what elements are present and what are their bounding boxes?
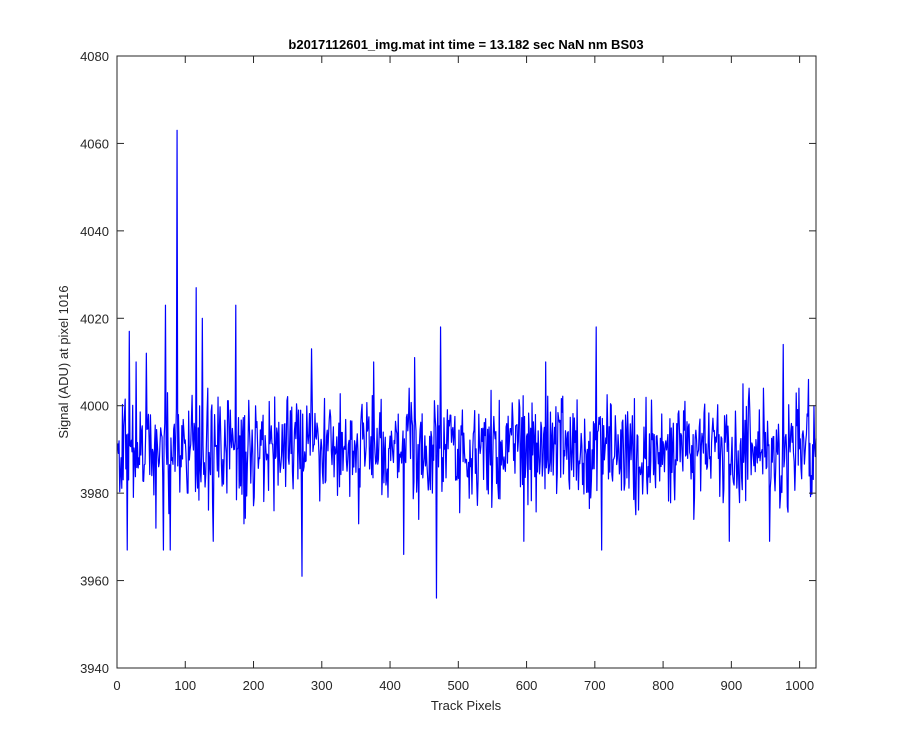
x-tick-label: 400 (379, 678, 401, 693)
axes-frame (116, 55, 817, 669)
y-tick-label: 4060 (80, 136, 109, 151)
y-tick-label: 3980 (80, 486, 109, 501)
y-tick-label: 4040 (80, 224, 109, 239)
x-tick-label: 800 (652, 678, 674, 693)
y-tick-label: 3940 (80, 661, 109, 676)
chart-title: b2017112601_img.mat int time = 13.182 se… (288, 37, 643, 52)
plot-area (117, 56, 816, 668)
y-tick-label: 4080 (80, 49, 109, 64)
y-tick-label: 4000 (80, 399, 109, 414)
axes-layer: 0 100 200 300 400 500 600 700 800 900 1000 3940 3960… (80, 49, 817, 693)
x-tick-label: 200 (243, 678, 265, 693)
y-tick-label: 3960 (80, 574, 109, 589)
x-tick-label: 600 (516, 678, 538, 693)
x-tick-label: 700 (584, 678, 606, 693)
x-tick-label: 300 (311, 678, 333, 693)
data-layer (117, 129, 817, 599)
x-tick-label: 1000 (785, 678, 814, 693)
x-tick-label: 100 (174, 678, 196, 693)
x-tick-label: 0 (113, 678, 120, 693)
y-tick-label: 4020 (80, 311, 109, 326)
series-line (117, 129, 817, 599)
y-axis-label: Signal (ADU) at pixel 1016 (56, 285, 71, 438)
x-axis-label: Track Pixels (431, 698, 502, 713)
x-tick-label: 900 (721, 678, 743, 693)
x-tick-label: 500 (447, 678, 469, 693)
